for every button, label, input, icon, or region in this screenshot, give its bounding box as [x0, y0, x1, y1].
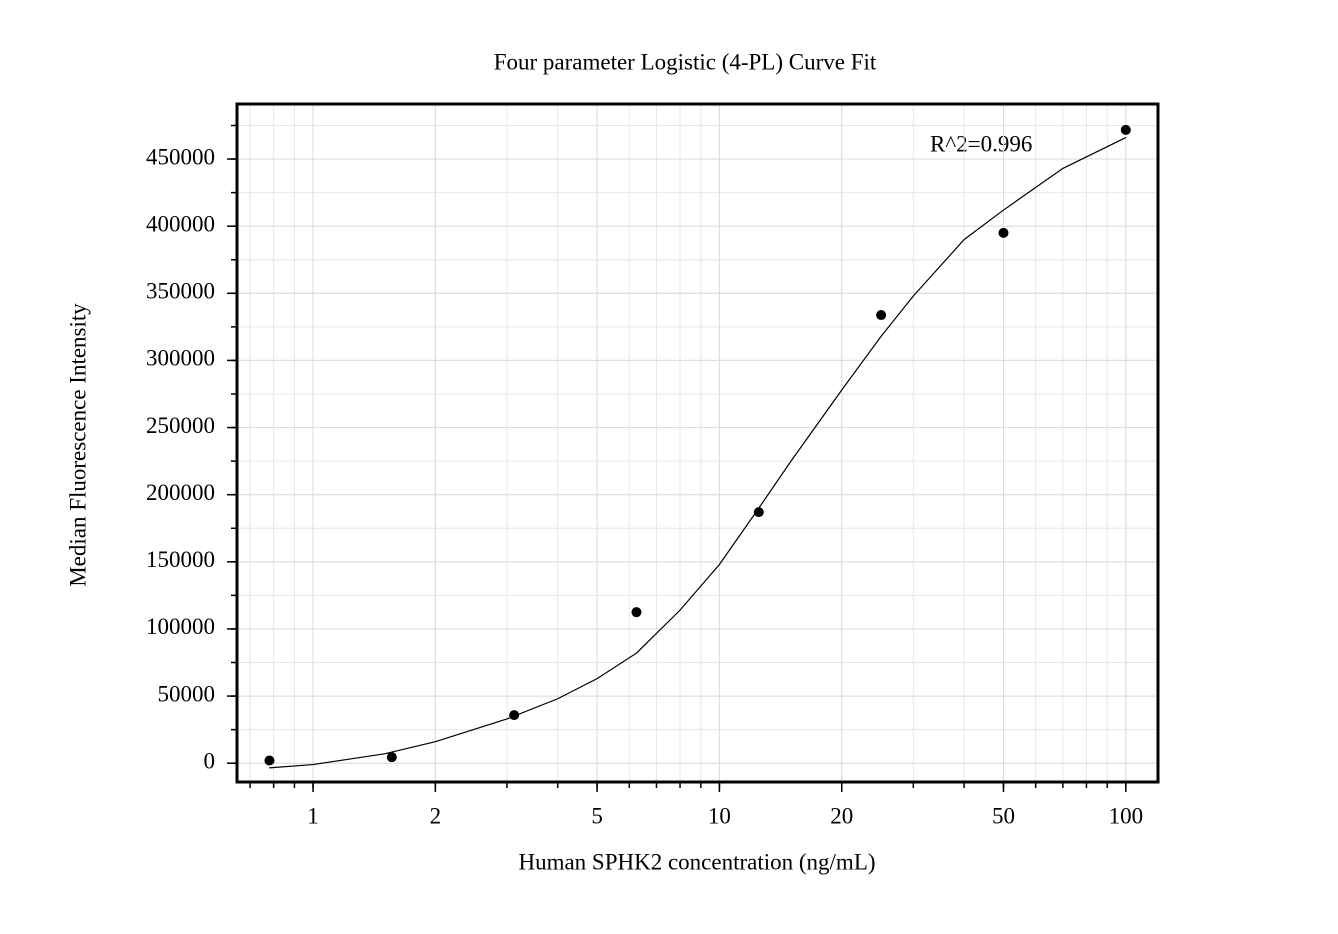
x-tick-label: 10	[708, 803, 731, 828]
data-point	[753, 507, 764, 518]
x-tick-label: 2	[430, 803, 442, 828]
x-tick-label: 20	[830, 803, 853, 828]
plot-frame	[235, 102, 1160, 784]
y-tick-label: 450000	[146, 144, 215, 169]
x-tick-label: 1	[307, 803, 319, 828]
x-tick-label: 5	[591, 803, 603, 828]
chart-title: Four parameter Logistic (4-PL) Curve Fit	[494, 49, 877, 74]
y-tick-label: 250000	[146, 413, 215, 438]
y-tick-label: 150000	[146, 547, 215, 572]
annotation: R^2=0.996	[930, 131, 1032, 156]
data-point	[264, 755, 275, 766]
fit-curve	[269, 137, 1127, 769]
data-point	[631, 607, 642, 618]
y-tick-label: 0	[204, 748, 216, 773]
data-point	[876, 310, 887, 321]
y-tick-label: 400000	[146, 211, 215, 236]
data-point	[998, 227, 1009, 238]
data-point	[1120, 124, 1131, 135]
y-tick-label: 350000	[146, 279, 215, 304]
y-tick-label: 100000	[146, 614, 215, 639]
x-tick-label: 50	[992, 803, 1015, 828]
x-tick-label: 100	[1109, 803, 1144, 828]
y-tick-label: 300000	[146, 346, 215, 371]
data-point	[386, 752, 397, 763]
y-axis-label: Median Fluorescence Intensity	[65, 303, 90, 587]
y-tick-label: 50000	[158, 681, 216, 706]
x-axis-label: Human SPHK2 concentration (ng/mL)	[518, 849, 875, 874]
y-tick-label: 200000	[146, 480, 215, 505]
